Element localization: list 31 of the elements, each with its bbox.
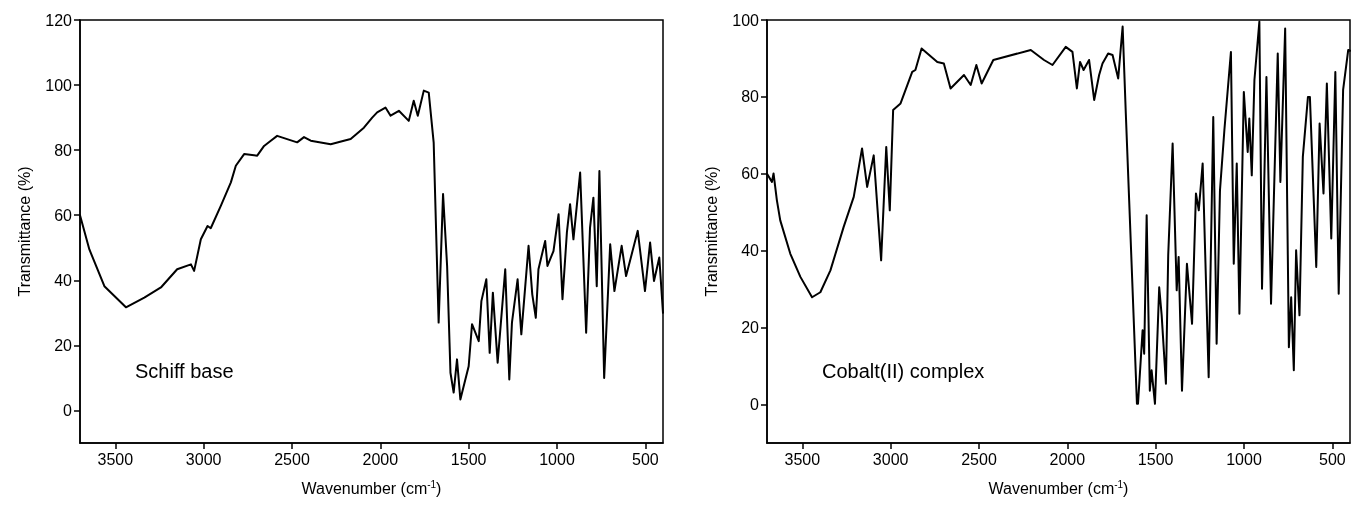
x-tick-label: 3000	[185, 450, 222, 468]
y-tick-label: 0	[749, 396, 759, 414]
x-tick-label: 3500	[784, 450, 820, 468]
y-tick-label: 0	[63, 401, 73, 419]
y-tick-label: 100	[45, 76, 73, 94]
x-tick-label: 3000	[872, 450, 909, 468]
y-tick-label: 60	[54, 206, 73, 224]
x-tick-label: 2000	[362, 450, 399, 468]
x-tick-label: 3500	[97, 450, 134, 468]
annotation: Schiff base	[135, 360, 234, 382]
x-tick-label: 500	[631, 450, 659, 468]
x-tick-label: 1000	[1225, 450, 1262, 468]
y-tick-label: 40	[54, 271, 73, 289]
annotation: Cobalt(II) complex	[821, 360, 984, 382]
y-axis-title: Transmittance (%)	[702, 166, 719, 297]
y-tick-label: 120	[45, 11, 73, 29]
x-tick-label: 2000	[1049, 450, 1085, 468]
y-tick-label: 20	[54, 336, 73, 354]
y-tick-label: 80	[740, 88, 759, 106]
y-tick-label: 20	[740, 319, 759, 337]
x-tick-label: 1000	[539, 450, 575, 468]
y-tick-label: 60	[740, 165, 759, 183]
x-tick-label: 1500	[1137, 450, 1174, 468]
y-tick-label: 80	[54, 141, 73, 159]
y-axis-title: Transmittance (%)	[15, 166, 33, 297]
x-tick-label: 2500	[960, 450, 997, 468]
x-tick-label: 500	[1318, 450, 1346, 468]
x-tick-label: 2500	[274, 450, 310, 468]
y-tick-label: 40	[740, 242, 759, 260]
y-tick-label: 100	[731, 11, 759, 29]
x-tick-label: 1500	[450, 450, 487, 468]
